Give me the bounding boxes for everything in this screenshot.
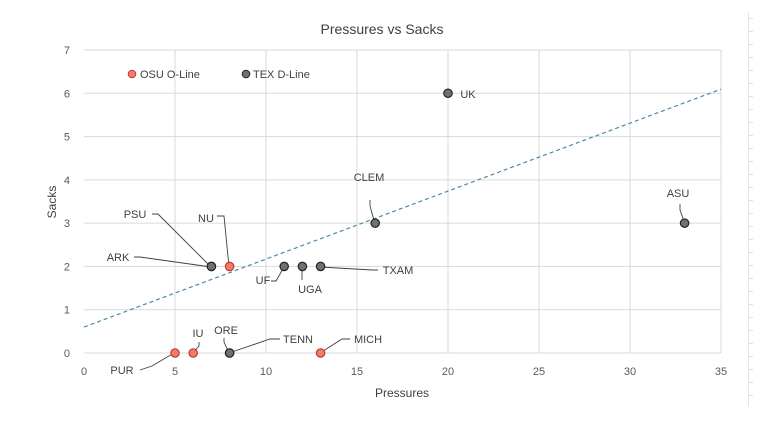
data-point-mich: [315, 348, 326, 358]
panel-edge: [748, 12, 749, 406]
legend: OSU O-Line TEX D-Line: [127, 69, 310, 81]
panel-edge-tick: [749, 31, 753, 32]
panel-edge-tick: [749, 44, 753, 45]
data-point-txam: [315, 261, 326, 272]
trendline-path: [83, 88, 722, 328]
x-tick-label: 35: [715, 366, 727, 378]
trendline: [83, 88, 722, 328]
data-label-psu: PSU: [124, 209, 147, 221]
panel-edge-tick: [749, 252, 753, 253]
panel-edge-tick: [749, 278, 753, 279]
x-tick-label: 25: [533, 366, 545, 378]
data-label-ore: ORE: [214, 325, 238, 337]
panel-edge-tick: [749, 187, 753, 188]
panel-edge-tick: [749, 109, 753, 110]
data-label-pur: PUR: [110, 365, 133, 377]
data-label-ark: ARK: [107, 252, 130, 264]
panel-edge-tick: [749, 122, 753, 123]
panel-edge-tick: [749, 330, 753, 331]
data-label-tenn: TENN: [283, 334, 313, 346]
data-labels: PUR IU ORE TENN MICH PSU NU ARK UF UGA TXAM CLEM UK A…: [107, 89, 690, 377]
leader-line-tenn: [228, 338, 280, 354]
data-point-clem: [370, 218, 380, 228]
data-label-txam: TXAM: [383, 265, 414, 277]
data-point-nu: [224, 261, 235, 272]
panel-edge-tick: [749, 96, 753, 97]
data-label-nu: NU: [198, 213, 214, 225]
legend-label-tex: TEX D-Line: [253, 69, 310, 81]
data-point-pur: [170, 348, 180, 358]
y-tick-label: 7: [64, 45, 70, 57]
panel-edge-tick: [749, 57, 753, 58]
label-leaders: [134, 200, 686, 371]
data-point-iu: [188, 348, 198, 358]
x-tick-label: 30: [624, 366, 636, 378]
data-points: [170, 88, 690, 358]
data-label-mich: MICH: [354, 334, 382, 346]
leader-line-pur: [139, 352, 175, 371]
leader-line-uf: [271, 266, 285, 282]
data-label-iu: IU: [193, 328, 204, 340]
panel-edge-tick: [749, 239, 753, 240]
leader-line-txam: [319, 266, 378, 271]
grid: [84, 49, 722, 354]
chart-title: Pressures vs Sacks: [321, 21, 444, 37]
data-label-clem: CLEM: [354, 172, 385, 184]
x-axis-label: Pressures: [375, 386, 429, 400]
y-tick-label: 2: [64, 261, 70, 273]
y-tick-label: 1: [64, 305, 70, 317]
panel-edge-tick: [749, 369, 753, 370]
data-point-asu: [679, 218, 690, 228]
y-tick-label: 3: [64, 218, 70, 230]
data-label-uk: UK: [460, 89, 476, 101]
panel-edge-tick: [749, 161, 753, 162]
panel-edge-tick: [749, 70, 753, 71]
y-axis-label: Sacks: [45, 186, 59, 219]
data-point-uk: [443, 88, 453, 99]
x-tick-label: 5: [172, 366, 178, 378]
legend-marker-tex: [241, 69, 251, 79]
panel-edge-tick: [749, 343, 753, 344]
panel-edge-tick: [749, 304, 753, 305]
x-tick-label: 15: [351, 366, 363, 378]
data-label-uga: UGA: [298, 284, 323, 296]
x-tick-label: 0: [81, 366, 87, 378]
leader-line-ark: [134, 256, 212, 268]
y-tick-label: 6: [64, 88, 70, 100]
tick-labels: 0 5 10 15 20 25 30 35 0 1 2 3 4 5 6 7: [64, 45, 727, 378]
leader-line-mich: [319, 338, 350, 354]
data-label-uf: UF: [256, 275, 271, 287]
data-point-uf: [279, 261, 289, 272]
panel-edge-tick: [749, 395, 753, 396]
y-tick-label: 5: [64, 132, 70, 144]
leader-line-psu: [152, 213, 212, 268]
y-tick-label: 4: [64, 175, 70, 187]
panel-edge-tick: [749, 226, 753, 227]
x-tick-label: 10: [260, 366, 272, 378]
leader-line-nu: [217, 215, 230, 268]
panel-edge-tick: [749, 83, 753, 84]
panel-edge-tick: [749, 356, 753, 357]
panel-edge-tick: [749, 148, 753, 149]
x-tick-label: 20: [442, 366, 454, 378]
data-point-uga: [297, 261, 308, 272]
panel-edge-tick: [749, 382, 753, 383]
panel-edge-tick: [749, 174, 753, 175]
legend-marker-osu: [127, 69, 137, 79]
data-point-tenn: [224, 348, 235, 358]
data-point-ark: [206, 261, 217, 272]
panel-edge-tick: [749, 213, 753, 214]
y-tick-label: 0: [64, 348, 70, 360]
panel-edge-tick: [749, 291, 753, 292]
panel-edge-tick: [749, 135, 753, 136]
panel-edge-tick: [749, 265, 753, 266]
panel-edge-tick: [749, 200, 753, 201]
data-label-asu: ASU: [667, 188, 690, 200]
legend-label-osu: OSU O-Line: [140, 69, 200, 81]
panel-edge-tick: [749, 317, 753, 318]
panel-edge-tick: [749, 18, 753, 19]
leader-line-clem: [369, 200, 376, 225]
